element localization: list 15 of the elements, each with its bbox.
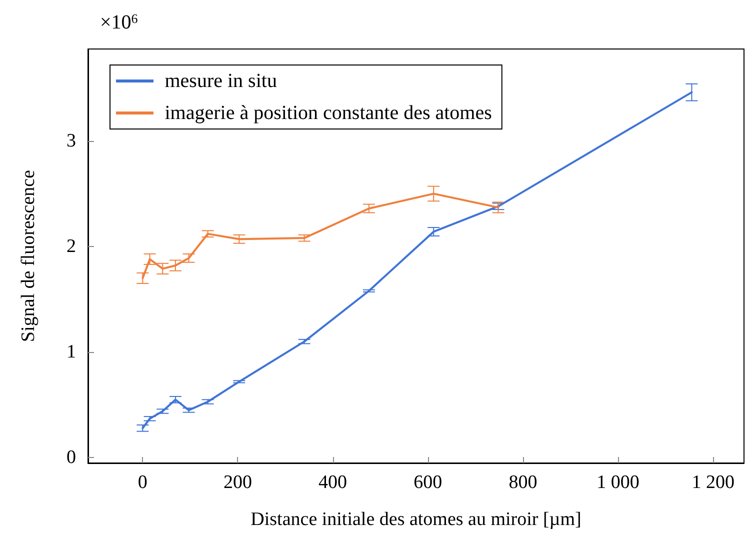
x-axis-title: Distance initiale des atomes au miroir [µm]: [250, 509, 582, 530]
x-tick-label: 1 200: [692, 472, 734, 493]
legend-label: imagerie à position constante des atomes: [164, 102, 492, 124]
y-tick-label: 1: [66, 342, 76, 363]
x-tick-label: 400: [318, 472, 348, 493]
x-tick-label: 0: [138, 472, 148, 493]
y-tick-label: 2: [66, 236, 76, 257]
x-tick-label: 800: [508, 472, 538, 493]
x-tick-label: 200: [223, 472, 252, 493]
y-tick-label: 3: [66, 130, 76, 152]
x-tick-label: 1 000: [596, 472, 640, 493]
y-axis-title: Signal de fluorescence: [18, 170, 39, 342]
legend-label: mesure in situ: [164, 70, 277, 92]
x-tick-label: 600: [414, 472, 442, 493]
y-tick-label: 0: [66, 447, 76, 468]
